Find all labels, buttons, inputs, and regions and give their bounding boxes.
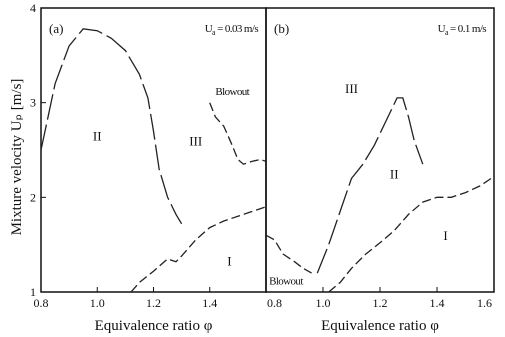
plot-frame [265,7,495,293]
x-axis-title: Equivalence ratio φ [321,318,439,334]
annotation-label: Blowout [215,86,249,98]
x-tick-label: 1.6 [477,296,492,310]
y-axis-title: Mixture velocity Uₚ [m/s] [9,79,25,236]
series-line-2 [316,97,424,274]
x-tick-label: 1.2 [146,296,161,310]
region-label: I [227,253,231,268]
x-tick-label: 1.4 [430,296,445,310]
series-line-3 [328,175,495,293]
panel-label: (a) [49,21,63,36]
plot-frame [40,7,267,293]
region-label: II [93,129,102,144]
x-tick-label: 1.4 [202,296,217,310]
x-tick-label: 0.8 [34,296,49,310]
y-tick-label: 1 [30,285,36,299]
condition-label: Ua = 0.03 m/s [205,23,259,37]
series-line-2 [209,102,267,165]
series-line-3 [130,206,267,293]
series-line-1 [40,28,183,225]
y-tick-label: 2 [30,190,36,204]
region-label: III [345,81,358,96]
condition-label: Ua = 0.1 m/s [438,23,487,37]
x-tick-label: 0.8 [267,296,282,310]
x-tick-label: 1.2 [373,296,388,310]
x-tick-label: 1.0 [90,296,105,310]
region-label: III [189,133,202,148]
panel-label: (b) [274,21,289,36]
x-tick-label: 1.0 [316,296,331,310]
region-label: I [443,228,447,243]
x-axis-title: Equivalence ratio φ [95,318,213,334]
region-label: II [390,166,399,181]
annotation-label: Blowout [269,275,303,287]
series-line-1 [265,234,312,274]
y-tick-label: 3 [30,96,36,110]
y-tick-label: 4 [30,1,36,15]
